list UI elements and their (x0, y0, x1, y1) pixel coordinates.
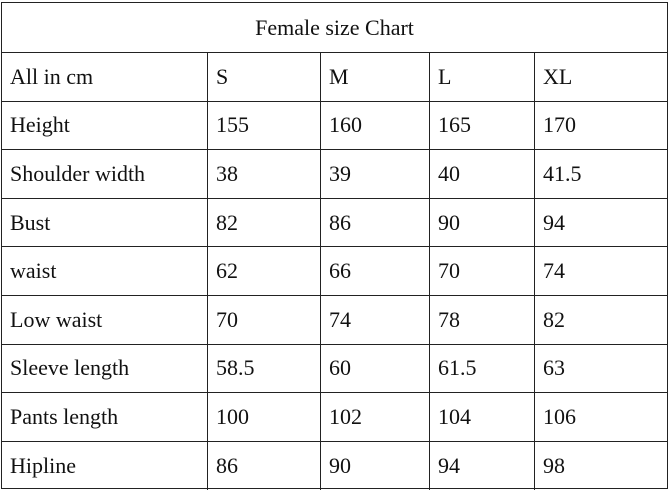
row-label: Low waist (2, 295, 208, 344)
table-cell: 104 (430, 393, 535, 441)
table-cell: 62 (208, 247, 321, 295)
table-cell: 165 (430, 101, 535, 150)
table-cell: 170 (543, 112, 576, 138)
table-cell: 58.5 (208, 344, 321, 393)
table-cell: 94 (543, 209, 565, 235)
table-row: Low waist 70 74 78 82 (2, 295, 667, 345)
table-cell: 90 (321, 441, 430, 491)
table-row: Shoulder width 38 39 40 41.5 (2, 150, 667, 199)
table-cell: 70 (208, 295, 321, 344)
table-cell: 98 (543, 453, 565, 479)
table-cell: 82 (208, 198, 321, 247)
table-cell: 160 (321, 101, 430, 150)
table-cell: 41.5 (543, 160, 582, 186)
row-label: Bust (2, 198, 208, 247)
table-cell: 102 (321, 393, 430, 441)
table-row: Height 155 160 165 170 (2, 101, 667, 151)
table-cell: 70 (430, 247, 535, 295)
row-label: Hipline (2, 441, 208, 491)
table-cell: 78 (430, 295, 535, 344)
row-label: Pants length (2, 393, 208, 441)
table-cell: 94 (430, 441, 535, 491)
table-cell: 155 (208, 101, 321, 150)
table-row: Hipline 86 90 94 98 (2, 441, 667, 491)
header-cell: S (208, 53, 321, 101)
table-cell: 38 (208, 150, 321, 198)
header-cell: XL (543, 63, 573, 89)
row-label: Height (2, 101, 208, 150)
table-row: Pants length 100 102 104 106 (2, 393, 667, 442)
table-cell: 100 (208, 393, 321, 441)
header-row: All in cm S M L XL (2, 53, 667, 102)
table-cell: 63 (543, 355, 565, 381)
table-row: Bust 82 86 90 94 (2, 198, 667, 248)
table-cell: 60 (321, 344, 430, 393)
row-label: Sleeve length (2, 344, 208, 393)
row-label: Shoulder width (2, 150, 208, 198)
table-row: waist 62 66 70 74 (2, 247, 667, 296)
table-cell: 39 (321, 150, 430, 198)
table-row: Sleeve length 58.5 60 61.5 63 (2, 344, 667, 394)
table-cell: 61.5 (430, 344, 535, 393)
row-label: waist (2, 247, 208, 295)
table-cell: 74 (543, 258, 565, 284)
header-cell: M (321, 53, 430, 101)
chart-title: Female size Chart (2, 3, 667, 53)
header-cell: All in cm (2, 53, 208, 101)
table-cell: 66 (321, 247, 430, 295)
table-cell: 106 (543, 403, 576, 429)
table-cell: 90 (430, 198, 535, 247)
header-cell: L (430, 53, 535, 101)
table-cell: 82 (543, 306, 565, 332)
table-cell: 86 (208, 441, 321, 491)
table-cell: 74 (321, 295, 430, 344)
table-cell: 40 (430, 150, 535, 198)
table-cell: 86 (321, 198, 430, 247)
